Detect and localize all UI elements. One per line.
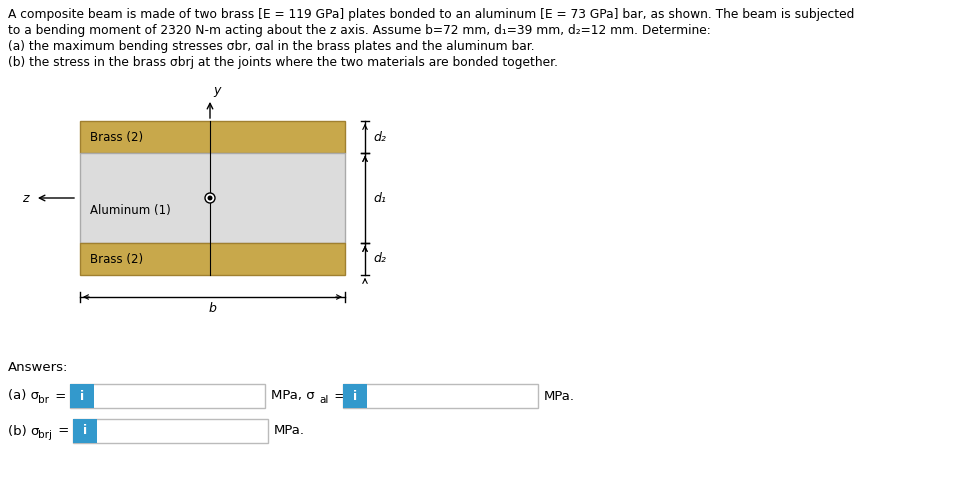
Text: Aluminum (1): Aluminum (1) — [90, 203, 170, 217]
Text: d₂: d₂ — [373, 252, 386, 266]
Text: A composite beam is made of two brass [E = 119 GPa] plates bonded to an aluminum: A composite beam is made of two brass [E… — [8, 8, 854, 21]
Text: i: i — [352, 389, 357, 403]
Bar — [70, 384, 94, 408]
Text: al: al — [319, 395, 328, 405]
Text: Brass (2): Brass (2) — [90, 131, 143, 143]
Text: b: b — [209, 302, 217, 315]
Text: =: = — [54, 425, 69, 437]
Text: =: = — [330, 389, 346, 403]
Text: i: i — [80, 389, 84, 403]
Bar — [343, 384, 538, 408]
Bar — [80, 121, 345, 153]
Text: br: br — [38, 395, 49, 405]
Bar — [70, 384, 265, 408]
Text: (b) σ: (b) σ — [8, 425, 39, 437]
Text: z: z — [22, 191, 28, 204]
Text: brj: brj — [38, 430, 52, 440]
Circle shape — [207, 195, 213, 200]
Text: to a bending moment of 2320 N-m acting about the z axis. Assume b=72 mm, d₁=39 m: to a bending moment of 2320 N-m acting a… — [8, 24, 711, 37]
Bar — [343, 384, 367, 408]
Text: Brass (2): Brass (2) — [90, 252, 143, 266]
Text: MPa, σ: MPa, σ — [271, 389, 315, 403]
Text: MPa.: MPa. — [274, 425, 305, 437]
Circle shape — [205, 193, 215, 203]
Bar — [73, 419, 268, 443]
Text: (a) the maximum bending stresses σbr, σal in the brass plates and the aluminum b: (a) the maximum bending stresses σbr, σa… — [8, 40, 534, 53]
Text: =: = — [51, 389, 66, 403]
Text: d₁: d₁ — [373, 191, 386, 204]
Text: y: y — [213, 84, 221, 97]
Text: MPa.: MPa. — [544, 389, 575, 403]
Bar — [80, 153, 345, 243]
Text: Answers:: Answers: — [8, 361, 68, 374]
Text: d₂: d₂ — [373, 131, 386, 143]
Text: i: i — [83, 425, 87, 437]
Bar — [80, 243, 345, 275]
Text: (b) the stress in the brass σbrj at the joints where the two materials are bonde: (b) the stress in the brass σbrj at the … — [8, 56, 558, 69]
Text: (a) σ: (a) σ — [8, 389, 39, 403]
Bar — [73, 419, 97, 443]
